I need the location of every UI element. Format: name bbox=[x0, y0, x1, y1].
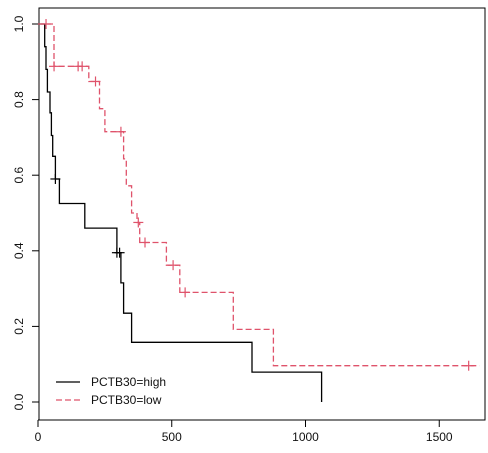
y-tick-label: 1.0 bbox=[12, 15, 26, 32]
series-layer bbox=[38, 19, 480, 402]
x-tick-label: 500 bbox=[162, 430, 182, 444]
y-tick-label: 0.8 bbox=[12, 91, 26, 108]
x-axis: 0 500 1000 1500 bbox=[35, 419, 453, 444]
censor-mark-low bbox=[90, 76, 101, 87]
censor-mark-low bbox=[133, 217, 144, 228]
y-tick-label: 0.2 bbox=[12, 318, 26, 335]
censor-mark-low bbox=[168, 260, 179, 271]
y-tick-label: 0.6 bbox=[12, 167, 26, 184]
legend-label-low: PCTB30=low bbox=[91, 393, 162, 407]
y-axis: 0.0 0.2 0.4 0.6 0.8 1.0 bbox=[12, 15, 40, 410]
x-tick-label: 1500 bbox=[426, 430, 453, 444]
censor-mark-low bbox=[463, 360, 474, 371]
y-tick-label: 0.4 bbox=[12, 242, 26, 259]
legend: PCTB30=high PCTB30=low bbox=[56, 375, 166, 407]
censor-mark-low bbox=[180, 287, 191, 298]
censor-mark-high bbox=[50, 173, 61, 184]
legend-label-high: PCTB30=high bbox=[91, 375, 166, 389]
censor-mark-low bbox=[140, 237, 150, 248]
censor-mark-low bbox=[77, 61, 88, 72]
censor-mark-low bbox=[41, 19, 52, 29]
series-line-high bbox=[38, 23, 323, 402]
y-tick-label: 0.0 bbox=[12, 393, 26, 410]
censor-mark-low bbox=[115, 126, 126, 137]
censor-mark-low bbox=[49, 61, 60, 72]
series-line-low bbox=[38, 23, 480, 367]
censor-mark-high bbox=[114, 247, 125, 258]
plot-frame bbox=[38, 7, 486, 421]
x-tick-label: 1000 bbox=[292, 430, 319, 444]
x-tick-label: 0 bbox=[35, 430, 42, 444]
